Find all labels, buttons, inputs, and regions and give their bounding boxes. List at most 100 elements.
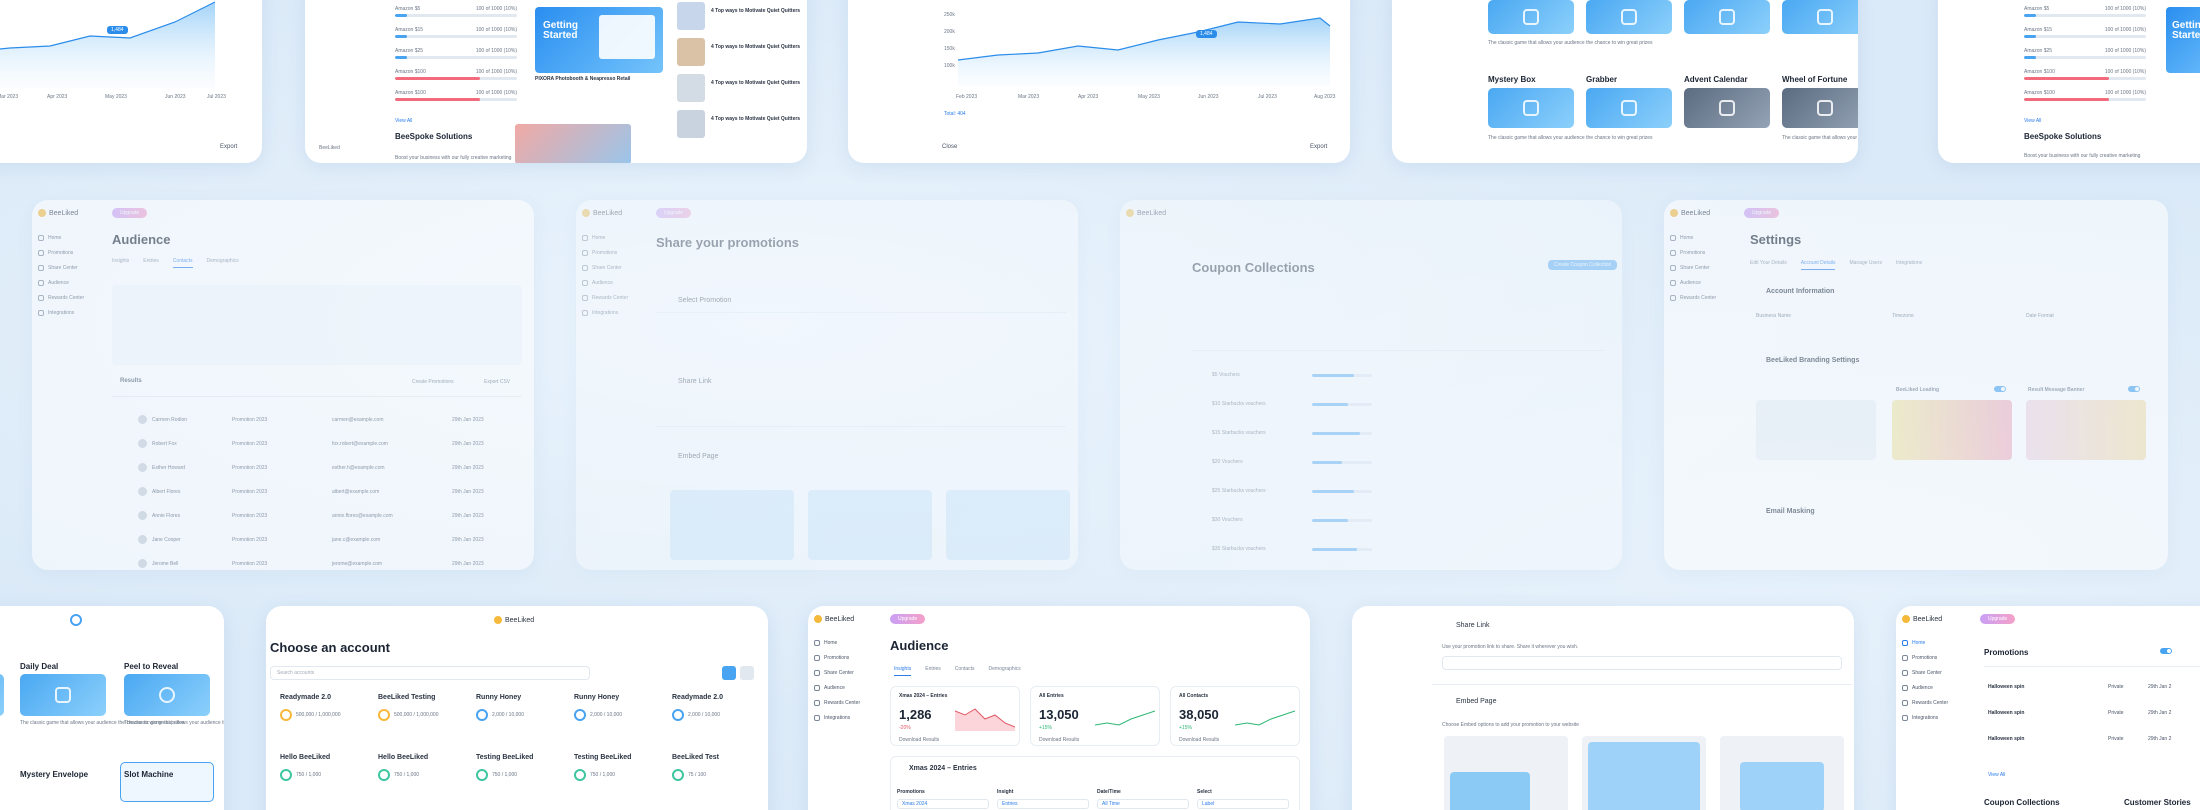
game-thumb[interactable] [1586,88,1672,128]
getting-started-banner[interactable]: Getting Started [535,7,663,73]
nav-integrations[interactable]: Integrations [1902,715,1948,721]
table-row[interactable]: Jane Cooper Promotion 2023 jane.c@example.… [138,535,484,544]
account-card[interactable]: Readymade 2.0 500,000 / 1,000,000 [280,694,341,721]
account-card[interactable]: Testing BeeLiked 750 / 1,000 [574,754,631,781]
insight-select[interactable]: Entries [997,799,1089,809]
create-promotions-button[interactable]: Create Promotions [412,379,454,385]
promotion-row[interactable]: Halloween spin Private 29th Jan 2 [1988,684,2172,690]
nav-share-center[interactable]: Share Center [1670,265,1716,271]
nav-home[interactable]: Home [38,235,84,241]
export-button[interactable]: Export [220,144,238,150]
tab-insights[interactable]: Insights [112,258,130,264]
view-all-link[interactable]: View All [2024,118,2042,124]
close-button[interactable]: Close [942,144,958,150]
nav-promotions[interactable]: Promotions [814,655,860,661]
upgrade-pill[interactable]: Upgrade [112,208,148,218]
coupon-row[interactable]: $25 Starbucks vouchers [1212,488,1372,494]
nav-promotions[interactable]: Promotions [1902,655,1948,661]
game-thumb[interactable] [1782,88,1858,128]
game-thumb[interactable] [1684,0,1770,34]
tab-insights[interactable]: Insights [894,666,912,676]
export-button[interactable]: Export [1310,144,1328,150]
coupon-row[interactable]: $30 Vouchers [1212,517,1372,523]
nav-home[interactable]: Home [814,640,860,646]
embed-option[interactable] [1720,736,1844,810]
nav-audience[interactable]: Audience [1902,685,1948,691]
tab-account-details[interactable]: Account Details [1800,260,1836,270]
tab-contacts[interactable]: Contacts [954,666,975,672]
share-link-input[interactable] [1442,656,1842,670]
account-card[interactable]: Runny Honey 2,000 / 10,000 [574,694,622,721]
nav-integrations[interactable]: Integrations [582,310,628,316]
nav-rewards-center[interactable]: Rewards Center [1670,295,1716,301]
nav-home[interactable]: Home [1902,640,1948,646]
account-card[interactable]: BeeLiked Testing 500,000 / 1,000,000 [378,694,439,721]
nav-promotions[interactable]: Promotions [1670,250,1716,256]
label-select[interactable]: Label [1197,799,1289,809]
nav-rewards-center[interactable]: Rewards Center [1902,700,1948,706]
promotion-row[interactable]: Halloween spin Private 29th Jan 2 [1988,710,2172,716]
tab-edit-details[interactable]: Edit Your Details [1750,260,1787,266]
upgrade-pill[interactable]: Upgrade [1744,208,1780,218]
upgrade-pill[interactable]: Upgrade [890,614,926,624]
banner-toggle[interactable] [2128,386,2140,392]
tab-integrations[interactable]: Integrations [1895,260,1923,266]
coupon-row[interactable]: $35 Starbucks vouchers [1212,546,1372,552]
table-row[interactable]: Esther Howard Promotion 2023 esther.h@exam… [138,463,484,472]
nav-rewards-center[interactable]: Rewards Center [814,700,860,706]
tab-contacts[interactable]: Contacts [172,258,193,268]
table-row[interactable]: Jerome Bell Promotion 2023 jerome@example.… [138,559,484,568]
nav-integrations[interactable]: Integrations [814,715,860,721]
account-card[interactable]: Hello BeeLiked 750 / 1,000 [378,754,428,781]
game-thumb[interactable] [1488,0,1574,34]
nav-home[interactable]: Home [582,235,628,241]
nav-promotions[interactable]: Promotions [38,250,84,256]
embed-option[interactable] [670,490,794,560]
upgrade-pill[interactable]: Upgrade [656,208,692,218]
nav-audience[interactable]: Audience [1670,280,1716,286]
nav-share-center[interactable]: Share Center [582,265,628,271]
getting-started-banner[interactable]: Getting Started [2166,7,2200,73]
list-view-button[interactable] [740,666,754,680]
promotion-row[interactable]: Halloween spin Private 29th Jan 2 [1988,736,2172,742]
embed-option[interactable] [1582,736,1706,810]
account-card[interactable]: Runny Honey 2,000 / 10,000 [476,694,524,721]
nav-audience[interactable]: Audience [38,280,84,286]
selected-game-card[interactable] [120,762,214,802]
nav-share-center[interactable]: Share Center [38,265,84,271]
game-thumb[interactable] [1782,0,1858,34]
tab-demographics[interactable]: Demographics [206,258,239,264]
tab-entries[interactable]: Entries [143,258,159,264]
nav-promotions[interactable]: Promotions [582,250,628,256]
live-toggle[interactable] [2160,648,2172,654]
nav-share-center[interactable]: Share Center [814,670,860,676]
upgrade-pill[interactable]: Upgrade [1980,614,2016,624]
nav-rewards-center[interactable]: Rewards Center [582,295,628,301]
tab-manage-users[interactable]: Manage Users [1849,260,1882,266]
date-select[interactable]: All Time [1097,799,1189,809]
loading-toggle[interactable] [1994,386,2006,392]
grid-view-button[interactable] [722,666,736,680]
coupon-row[interactable]: $20 Vouchers [1212,459,1372,465]
embed-option[interactable] [946,490,1070,560]
embed-option[interactable] [1444,736,1568,810]
export-csv-button[interactable]: Export CSV [484,379,511,385]
table-row[interactable]: Albert Flores Promotion 2023 albert@exampl… [138,487,484,496]
coupon-row[interactable]: $5 Vouchers [1212,372,1372,378]
tab-demographics[interactable]: Demographics [988,666,1021,672]
nav-integrations[interactable]: Integrations [38,310,84,316]
account-card[interactable]: Hello BeeLiked 750 / 1,000 [280,754,330,781]
view-all-link[interactable]: View All [395,118,413,124]
table-row[interactable]: Robert Fox Promotion 2023 fox.robert@examp… [138,439,484,448]
account-card[interactable]: Readymade 2.0 2,000 / 10,000 [672,694,723,721]
game-thumb[interactable] [1586,0,1672,34]
account-card[interactable]: Testing BeeLiked 750 / 1,000 [476,754,533,781]
promotion-select[interactable]: Xmas 2024 [897,799,989,809]
embed-option[interactable] [808,490,932,560]
game-thumb[interactable] [0,674,4,716]
nav-share-center[interactable]: Share Center [1902,670,1948,676]
search-input[interactable]: Search accounts [270,666,590,680]
coupon-row[interactable]: $15 Starbucks vouchers [1212,430,1372,436]
nav-audience[interactable]: Audience [582,280,628,286]
game-thumb[interactable] [1488,88,1574,128]
